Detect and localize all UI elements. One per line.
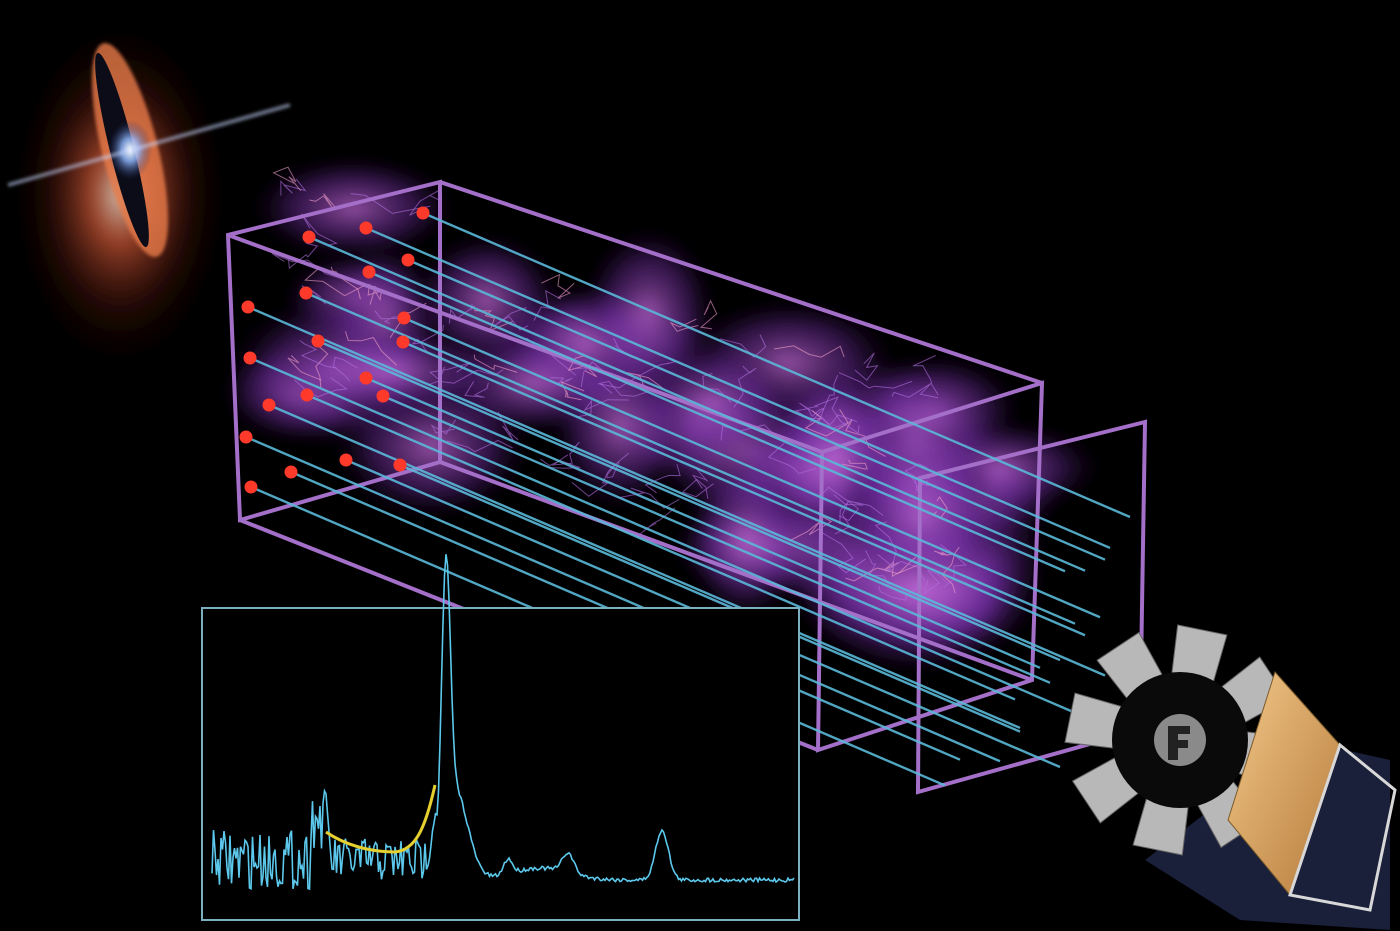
quasar-dot: [303, 231, 316, 244]
quasar-dot: [363, 266, 376, 279]
quasar-dot: [263, 399, 276, 412]
quasar-dot: [360, 372, 373, 385]
quasar-dot: [377, 390, 390, 403]
quasar-dot: [398, 312, 411, 325]
quasar-dot: [394, 459, 407, 472]
inset-frame: [202, 608, 799, 920]
quasar-dot: [312, 335, 325, 348]
quasar-dot: [397, 336, 410, 349]
page: (() => { const data = JSON.parse(documen…: [0, 0, 1400, 931]
quasar-dot: [417, 207, 430, 220]
quasar-dot: [301, 389, 314, 402]
spectrum-inset: [202, 554, 799, 920]
quasar-dot: [244, 352, 257, 365]
quasar-dot: [242, 301, 255, 314]
quasar-dot: [340, 454, 353, 467]
quasar-dot: [300, 287, 313, 300]
quasar-dot: [240, 431, 253, 444]
illustration: [0, 0, 1400, 931]
quasar-dot: [360, 222, 373, 235]
quasar-dot: [402, 254, 415, 267]
quasar-dot: [285, 466, 298, 479]
quasar-dot: [245, 481, 258, 494]
